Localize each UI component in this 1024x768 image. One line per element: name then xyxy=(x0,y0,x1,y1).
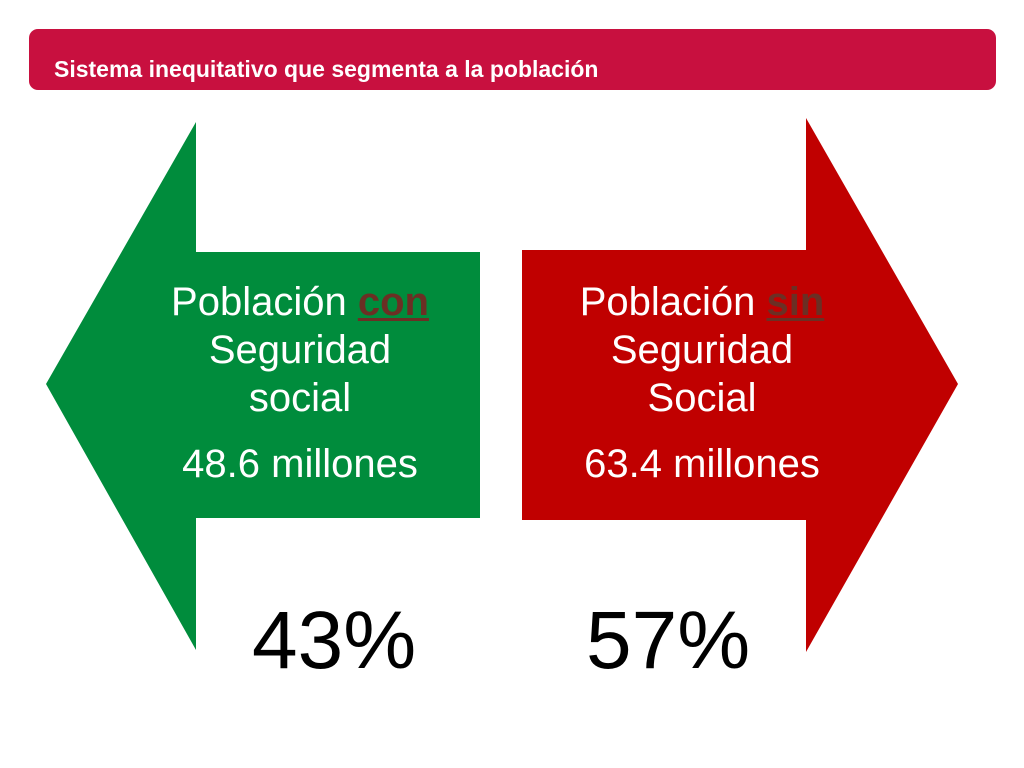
left-arrow-amount: 48.6 millones xyxy=(182,442,418,486)
left-arrow-label: Población con Seguridad social 48.6 mill… xyxy=(140,278,460,488)
right-arrow-amount: 63.4 millones xyxy=(584,442,820,486)
left-percentage: 43% xyxy=(252,595,417,686)
left-arrow-line2: Seguridad xyxy=(208,328,392,372)
left-arrow-line3: social xyxy=(248,376,352,420)
left-arrow-shape xyxy=(46,122,480,650)
title-bar xyxy=(29,29,996,90)
right-arrow-line1: Población sin xyxy=(542,278,862,326)
slide-title: Sistema inequitativo que segmenta a la p… xyxy=(54,56,599,82)
right-arrow-emphasis: sin xyxy=(766,280,825,324)
right-arrow-line3: Social xyxy=(647,376,757,420)
right-arrow-shape xyxy=(522,118,958,652)
right-percentage: 57% xyxy=(586,595,751,686)
left-arrow-emphasis: con xyxy=(357,280,429,324)
right-arrow-prefix: Población xyxy=(579,280,767,324)
left-arrow-prefix: Población xyxy=(171,280,358,324)
left-arrow-line1: Población con xyxy=(140,278,460,326)
right-arrow-label: Población sin Seguridad Social 63.4 mill… xyxy=(542,278,862,488)
right-arrow-line2: Seguridad xyxy=(610,328,794,372)
